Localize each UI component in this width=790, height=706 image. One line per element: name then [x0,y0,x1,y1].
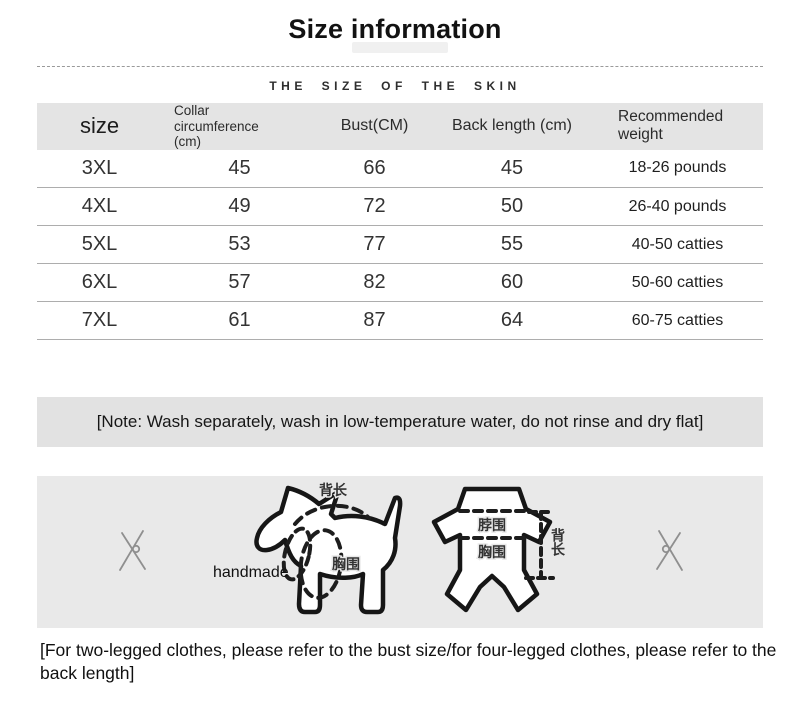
wash-note-banner: [Note: Wash separately, wash in low-temp… [37,397,763,447]
col-header-collar: Collar circumference (cm) [174,103,259,150]
cell-weight: 40-50 catties [592,225,763,264]
garment-chest-label: 胸围 [478,544,506,561]
table-row: 5XL 53 77 55 40-50 catties [37,225,763,264]
cell-size: 5XL [37,225,162,264]
cell-bust: 72 [317,187,432,226]
garment-outline [431,486,553,613]
cell-collar: 53 [162,225,317,264]
chest-dashed-loop [298,528,344,600]
back-length-dashed-bracket [524,510,555,580]
dog-outline [254,485,403,615]
cell-back: 60 [432,263,592,302]
title-underlay-artifact [352,42,448,53]
cell-bust: 87 [317,301,432,341]
garment-neck-label: 脖围 [478,517,506,534]
col-header-weight: Recommended weight [618,107,724,144]
cell-collar: 45 [228,156,251,179]
cell-size: 3XL [81,156,118,179]
cell-size: 6XL [37,263,162,302]
dog-chest-label: 胸围 [332,556,360,573]
table-row: 7XL 61 87 64 60-75 catties [37,301,763,341]
cell-weight: 60-75 catties [592,301,763,341]
table-row: 3XL 45 66 45 18-26 pounds [37,150,763,188]
cell-size: 7XL [37,301,162,341]
cell-back: 64 [432,301,592,341]
garment-back-length-label: 背长 [549,527,565,557]
col-header-back-length: Back length (cm) [451,117,573,135]
garment-measurement-illustration: 脖围 胸围 背长 [431,486,567,613]
table-row: 4XL 49 72 50 26-40 pounds [37,187,763,226]
cell-weight: 26-40 pounds [592,187,763,226]
size-table: size Collar circumference (cm) Bust(CM) … [37,103,763,341]
fit-note-text: [For two-legged clothes, please refer to… [40,640,777,684]
cell-bust: 82 [317,263,432,302]
col-header-size: size [79,113,120,139]
table-row: 6XL 57 82 60 50-60 catties [37,263,763,302]
cell-back: 55 [432,225,592,264]
dashed-divider [37,66,763,67]
scissors-icon [119,530,146,571]
back-length-dashed-arc [293,504,371,526]
cell-collar: 61 [162,301,317,341]
dog-measurement-illustration: 背长 胸围 [254,481,403,615]
cell-bust: 77 [317,225,432,264]
measurement-diagram: 背长 胸围 handmade 脖围 胸围 背长 [37,476,763,628]
page-subtitle: THE SIZE OF THE SKIN [269,79,521,93]
page-title: Size information [288,14,502,44]
table-header-row: size Collar circumference (cm) Bust(CM) … [37,103,763,150]
col-header-bust: Bust(CM) [340,117,409,135]
cell-back: 45 [500,156,524,179]
scissors-icon [656,530,683,571]
cell-size: 4XL [37,187,162,226]
dog-back-length-label: 背长 [319,482,348,499]
cell-collar: 49 [162,187,317,226]
wash-note-text: [Note: Wash separately, wash in low-temp… [96,412,704,431]
cell-bust: 66 [363,156,386,179]
cell-collar: 57 [162,263,317,302]
cell-weight: 18-26 pounds [628,159,727,177]
cell-weight: 50-60 catties [592,263,763,302]
cell-back: 50 [432,187,592,226]
handmade-label: handmade [213,564,289,581]
collar-dashed-loop [281,526,313,582]
